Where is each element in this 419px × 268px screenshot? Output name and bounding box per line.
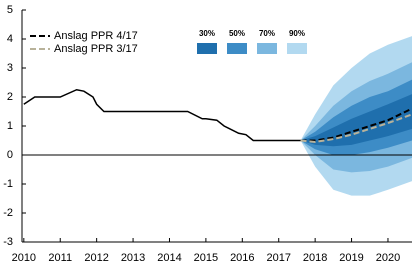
x-tick-label: 2015	[194, 252, 218, 264]
legend-label: 50%	[229, 29, 245, 38]
legend-swatch	[287, 43, 307, 54]
legend-label: 30%	[199, 29, 215, 38]
x-tick-label: 2020	[376, 252, 400, 264]
line	[300, 107, 413, 142]
line	[23, 88, 301, 142]
legend-swatch	[227, 43, 247, 54]
y-tick-label: -3	[3, 236, 13, 248]
y-tick-label: -1	[3, 178, 13, 190]
legend-swatch	[197, 43, 217, 54]
legend-swatch	[257, 43, 277, 54]
x-tick-label: 2011	[48, 252, 72, 264]
line	[300, 113, 413, 143]
y-tick-label: 4	[7, 33, 13, 45]
x-tick-label: 2014	[157, 252, 181, 264]
legend-label: Anslag PPR 4/17	[54, 30, 138, 42]
x-tick-label: 2013	[121, 252, 145, 264]
y-tick-label: 5	[7, 4, 13, 16]
legend-label: 70%	[259, 29, 275, 38]
y-tick-label: 2	[7, 91, 13, 103]
x-tick-label: 2012	[84, 252, 108, 264]
x-tick-label: 2019	[339, 252, 363, 264]
legend-label: 90%	[289, 29, 305, 38]
y-tick-label: 1	[7, 120, 13, 132]
y-tick-label: 0	[7, 149, 13, 161]
x-tick-label: 2010	[12, 252, 36, 264]
y-tick-label: -2	[3, 207, 13, 219]
x-tick-label: 2017	[266, 252, 290, 264]
fan-band	[300, 94, 412, 147]
y-tick-label: 3	[7, 62, 13, 74]
x-tick-label: 2018	[303, 252, 327, 264]
legend-label: Anslag PPR 3/17	[54, 43, 138, 55]
x-tick-label: 2016	[230, 252, 254, 264]
